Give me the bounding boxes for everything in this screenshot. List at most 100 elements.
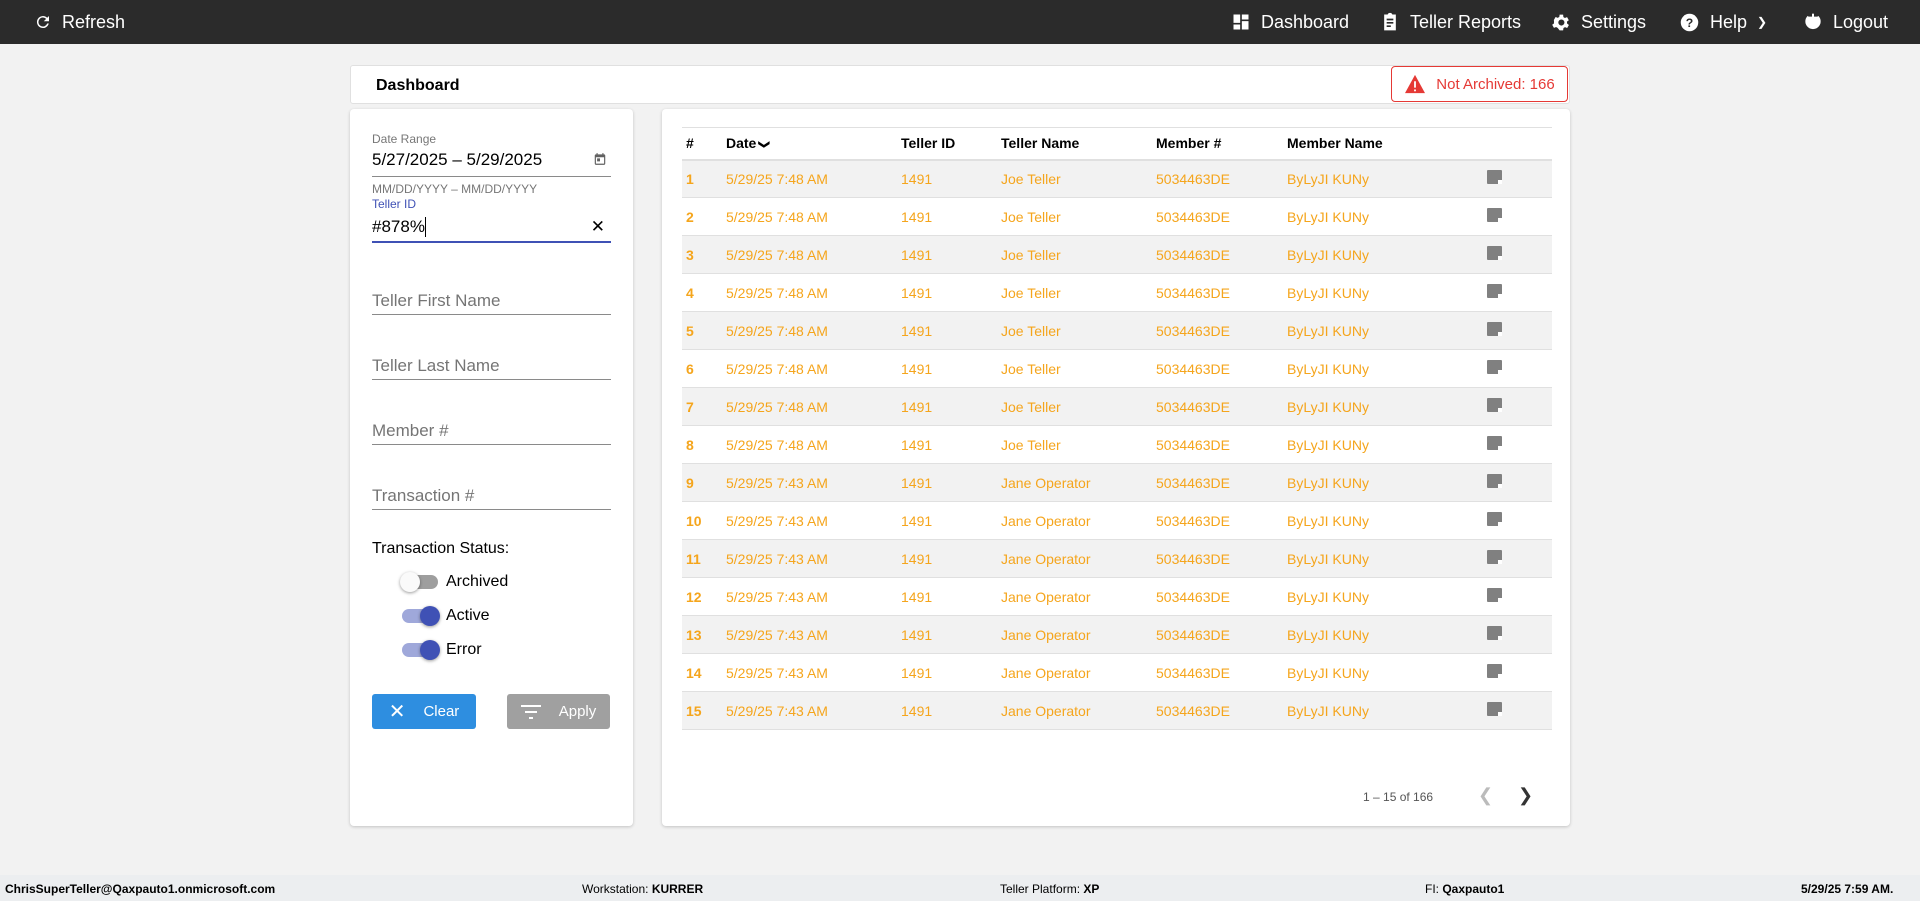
col-member-number: Member # [1156,135,1222,152]
note-icon[interactable] [1487,702,1502,716]
transaction-number-field[interactable]: Transaction # [372,474,611,510]
row-member-name: ByLyJI KUNy [1287,322,1369,339]
nav-dashboard[interactable]: Dashboard [1231,0,1349,44]
table-row[interactable]: 5 5/29/25 7:48 AM 1491 Joe Teller 5034463DE B… [682,311,1552,350]
row-teller-id: 1491 [901,398,933,415]
table-row[interactable]: 11 5/29/25 7:43 AM 1491 Jane Operator 503446… [682,539,1552,578]
note-icon[interactable] [1487,626,1502,640]
row-actions [1483,312,1552,350]
note-icon[interactable] [1487,322,1502,336]
logout-button[interactable]: Logout [1803,0,1888,44]
apply-button[interactable]: Apply [507,694,610,729]
row-actions [1483,274,1552,312]
row-teller-name: Jane Operator [1001,550,1091,567]
row-member-number: 5034463DE [1156,360,1230,377]
row-teller-id: 1491 [901,512,933,529]
table-row[interactable]: 8 5/29/25 7:48 AM 1491 Joe Teller 5034463DE B… [682,426,1552,464]
row-member-name: ByLyJI KUNy [1287,436,1369,453]
note-icon[interactable] [1487,588,1502,602]
row-teller-name: Jane Operator [1001,474,1091,491]
row-number: 8 [686,436,694,453]
toggle-error[interactable] [402,640,440,660]
row-teller-name: Joe Teller [1001,284,1061,301]
row-teller-name: Joe Teller [1001,208,1061,225]
status-bar: ChrisSuperTeller@Qaxpauto1.onmicrosoft.c… [0,875,1920,901]
row-actions [1483,654,1552,692]
table-row[interactable]: 1 5/29/25 7:48 AM 1491 Joe Teller 5034463DE B… [682,159,1552,198]
close-icon: ✕ [388,701,406,723]
row-date: 5/29/25 7:48 AM [726,436,828,453]
teller-first-name-field[interactable]: Teller First Name [372,279,611,315]
table-row[interactable]: 14 5/29/25 7:43 AM 1491 Jane Operator 503446… [682,654,1552,692]
footer-platform: Teller Platform: XP [1000,882,1099,896]
note-icon[interactable] [1487,360,1502,374]
col-member-name: Member Name [1287,135,1383,152]
teller-last-name-field[interactable]: Teller Last Name [372,344,611,380]
note-icon[interactable] [1487,550,1502,564]
not-archived-badge[interactable]: Not Archived: 166 [1391,66,1568,102]
next-page-icon[interactable]: ❯ [1518,785,1534,805]
row-teller-id: 1491 [901,626,933,643]
row-actions [1483,540,1552,578]
row-date: 5/29/25 7:48 AM [726,360,828,377]
row-date: 5/29/25 7:48 AM [726,208,828,225]
row-teller-id: 1491 [901,284,933,301]
row-member-number: 5034463DE [1156,664,1230,681]
fi-label: FI: [1425,882,1443,896]
row-date: 5/29/25 7:43 AM [726,664,828,681]
toggle-active[interactable] [402,606,440,626]
note-icon[interactable] [1487,170,1502,185]
prev-page-icon[interactable]: ❮ [1478,785,1494,805]
teller-id-field[interactable]: Teller ID #878% ✕ [372,197,611,243]
date-range-field[interactable]: Date Range 5/27/2025 – 5/29/2025 [372,132,611,177]
calendar-icon[interactable] [593,152,607,166]
note-icon[interactable] [1487,436,1502,450]
row-member-name: ByLyJI KUNy [1287,208,1369,225]
row-number: 5 [686,322,694,339]
row-member-name: ByLyJI KUNy [1287,246,1369,263]
top-nav: Refresh Dashboard Teller Reports Setting… [0,0,1920,44]
note-icon[interactable] [1487,208,1502,222]
table-row[interactable]: 10 5/29/25 7:43 AM 1491 Jane Operator 503446… [682,502,1552,540]
note-icon[interactable] [1487,284,1502,298]
row-date: 5/29/25 7:43 AM [726,626,828,643]
toggle-archived[interactable] [400,572,438,592]
teller-id-input[interactable]: #878% [372,217,426,237]
col-teller-id: Teller ID [901,135,956,152]
note-icon[interactable] [1487,474,1502,488]
table-row[interactable]: 7 5/29/25 7:48 AM 1491 Joe Teller 5034463DE B… [682,387,1552,426]
table-row[interactable]: 9 5/29/25 7:43 AM 1491 Jane Operator 5034463… [682,463,1552,502]
table-row[interactable]: 13 5/29/25 7:43 AM 1491 Jane Operator 503446… [682,615,1552,654]
table-row[interactable]: 12 5/29/25 7:43 AM 1491 Jane Operator 503446… [682,578,1552,616]
nav-settings[interactable]: Settings [1550,0,1646,44]
table-row[interactable]: 6 5/29/25 7:48 AM 1491 Joe Teller 5034463DE B… [682,350,1552,388]
nav-help[interactable]: ? Help ❯ [1679,0,1767,44]
refresh-label: Refresh [62,11,126,32]
refresh-button[interactable]: Refresh [34,0,125,44]
note-icon[interactable] [1487,398,1502,412]
table-row[interactable]: 2 5/29/25 7:48 AM 1491 Joe Teller 5034463DE B… [682,198,1552,236]
row-teller-name: Joe Teller [1001,360,1061,377]
gear-icon [1552,14,1569,30]
row-number: 2 [686,208,694,225]
note-icon[interactable] [1487,246,1502,260]
clear-input-icon[interactable]: ✕ [590,217,605,236]
col-date[interactable]: Date ❯ [722,128,897,160]
row-teller-name: Joe Teller [1001,436,1061,453]
row-teller-name: Joe Teller [1001,322,1061,339]
svg-text:?: ? [1686,15,1693,29]
nav-teller-reports[interactable]: Teller Reports [1380,0,1521,44]
dashboard-icon [1233,14,1249,30]
note-icon[interactable] [1487,664,1502,678]
table-row[interactable]: 4 5/29/25 7:48 AM 1491 Joe Teller 5034463DE B… [682,274,1552,312]
filter-icon [520,704,541,719]
note-icon[interactable] [1487,512,1502,526]
clear-button[interactable]: ✕ Clear [372,694,476,729]
table-row[interactable]: 3 5/29/25 7:48 AM 1491 Joe Teller 5034463DE B… [682,235,1552,274]
row-number: 6 [686,360,694,377]
clipboard-icon [1384,12,1396,31]
row-actions [1483,578,1552,616]
table-row[interactable]: 15 5/29/25 7:43 AM 1491 Jane Operator 503446… [682,691,1552,730]
row-teller-name: Joe Teller [1001,246,1061,263]
member-number-field[interactable]: Member # [372,409,611,445]
